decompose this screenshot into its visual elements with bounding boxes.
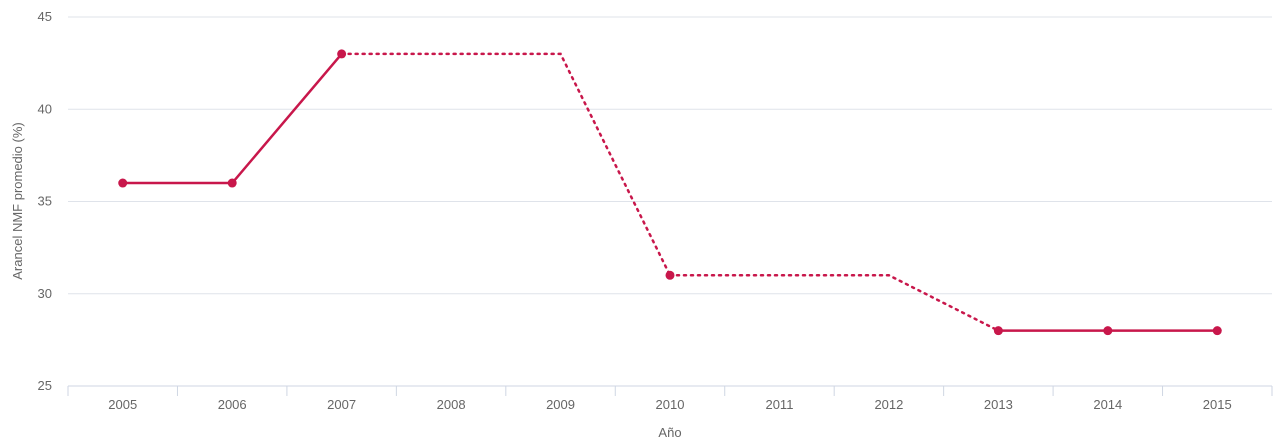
x-tick-label: 2009 [546, 397, 575, 412]
x-axis-label: Año [658, 425, 681, 440]
x-tick-label: 2013 [984, 397, 1013, 412]
data-point [1103, 326, 1113, 336]
y-tick-label: 45 [38, 9, 52, 24]
series-gap-connector [668, 274, 1000, 332]
data-point [118, 178, 128, 188]
y-axis-label: Arancel NMF promedio (%) [10, 122, 25, 280]
y-axis-ticks: 25 30 35 40 45 [38, 9, 52, 393]
series-points [118, 49, 1222, 336]
x-tick-label: 2006 [218, 397, 247, 412]
x-tick-label: 2007 [327, 397, 356, 412]
x-axis-ticks: 2005 2006 2007 2008 2009 2010 2011 2012 2013 2014… [108, 397, 1231, 412]
data-point [665, 270, 675, 280]
x-tick-label: 2008 [437, 397, 466, 412]
x-tick-label: 2011 [765, 397, 793, 412]
series-line-segment [230, 52, 343, 185]
x-axis [67, 385, 1273, 396]
data-point [227, 178, 237, 188]
y-tick-label: 35 [38, 194, 52, 209]
x-tick-label: 2010 [656, 397, 685, 412]
series-lines [121, 52, 1219, 332]
x-tick-label: 2005 [108, 397, 137, 412]
data-point [337, 49, 347, 59]
gridlines [68, 16, 1272, 295]
x-tick-label: 2014 [1093, 397, 1122, 412]
data-point [993, 326, 1003, 336]
series-gap-connector [340, 52, 672, 277]
x-tick-label: 2012 [874, 397, 903, 412]
x-tick-label: 2015 [1203, 397, 1232, 412]
y-tick-label: 25 [38, 378, 52, 393]
y-tick-label: 30 [38, 286, 52, 301]
data-point [1212, 326, 1222, 336]
y-tick-label: 40 [38, 101, 52, 116]
